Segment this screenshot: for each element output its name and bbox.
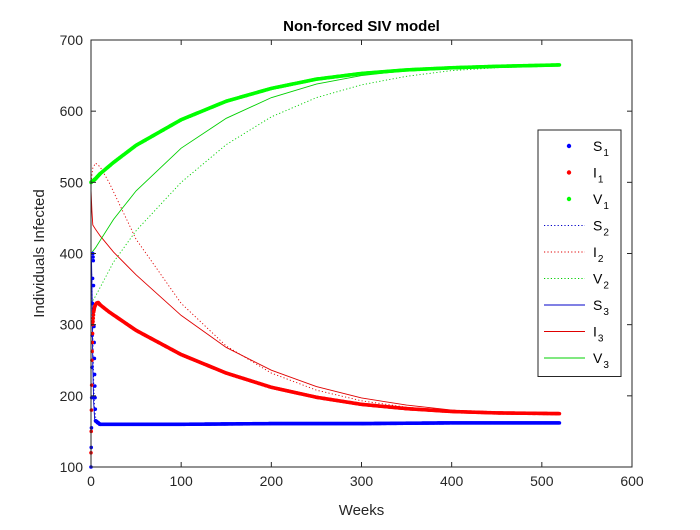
x-tick-label: 100 <box>169 473 193 489</box>
series-line <box>90 64 560 254</box>
x-tick-label: 600 <box>620 473 644 489</box>
legend-marker <box>566 196 572 202</box>
data-point <box>93 384 97 388</box>
series-v1 <box>89 63 562 185</box>
data-point <box>557 411 562 416</box>
series-i1 <box>89 300 562 455</box>
data-point <box>91 313 96 317</box>
legend-marker <box>566 170 572 175</box>
data-point <box>89 383 94 387</box>
series-line <box>90 65 560 304</box>
legend-label: V2 <box>593 271 609 292</box>
x-tick-label: 300 <box>350 473 374 489</box>
legend-box <box>537 129 622 377</box>
legend: S1 I1 V1 S2 I2 V2 S3 I3 V3 <box>537 129 622 377</box>
y-tick-label: 200 <box>60 388 84 404</box>
legend-label: S2 <box>593 218 609 239</box>
data-point <box>91 255 95 259</box>
legend-label: I1 <box>593 165 604 186</box>
data-point <box>91 283 96 288</box>
data-point <box>91 319 95 324</box>
series-line <box>90 162 560 415</box>
series-line <box>90 189 560 415</box>
y-tick-label: 300 <box>60 317 84 333</box>
series-i2 <box>90 162 560 415</box>
data-point <box>89 395 94 400</box>
data-point <box>90 331 95 336</box>
data-point <box>93 395 97 400</box>
y-tick-label: 500 <box>60 174 84 190</box>
series-s1 <box>89 251 562 469</box>
series-v3 <box>90 64 560 254</box>
x-tick-label: 0 <box>87 473 95 489</box>
series-layer <box>89 63 562 469</box>
legend-label: V3 <box>593 350 609 371</box>
x-tick-label: 400 <box>440 473 464 489</box>
x-tick-label: 500 <box>530 473 554 489</box>
series-v2 <box>90 65 560 304</box>
legend-marker <box>566 143 572 149</box>
x-tick-label: 200 <box>260 473 284 489</box>
data-point <box>92 356 97 361</box>
data-point <box>92 372 97 377</box>
legend-label: I3 <box>593 324 604 345</box>
data-point <box>91 316 96 321</box>
y-tick-label: 100 <box>60 459 84 475</box>
legend-label: S1 <box>593 138 609 159</box>
data-point <box>91 258 96 263</box>
y-tick-label: 700 <box>60 32 84 48</box>
legend-label: V1 <box>593 191 609 212</box>
legend-label: S3 <box>593 297 609 318</box>
legend-label: I2 <box>593 244 604 265</box>
series-i3 <box>90 189 560 415</box>
data-point <box>557 421 562 425</box>
x-axis-label: Weeks <box>339 502 385 519</box>
y-axis-label: Individuals Infected <box>31 189 48 317</box>
y-tick-label: 600 <box>60 103 84 119</box>
chart-title: Non-forced SIV model <box>283 18 440 35</box>
y-tick-label: 400 <box>60 246 84 262</box>
data-point <box>557 63 562 67</box>
data-point <box>90 276 95 281</box>
data-point <box>93 407 98 411</box>
